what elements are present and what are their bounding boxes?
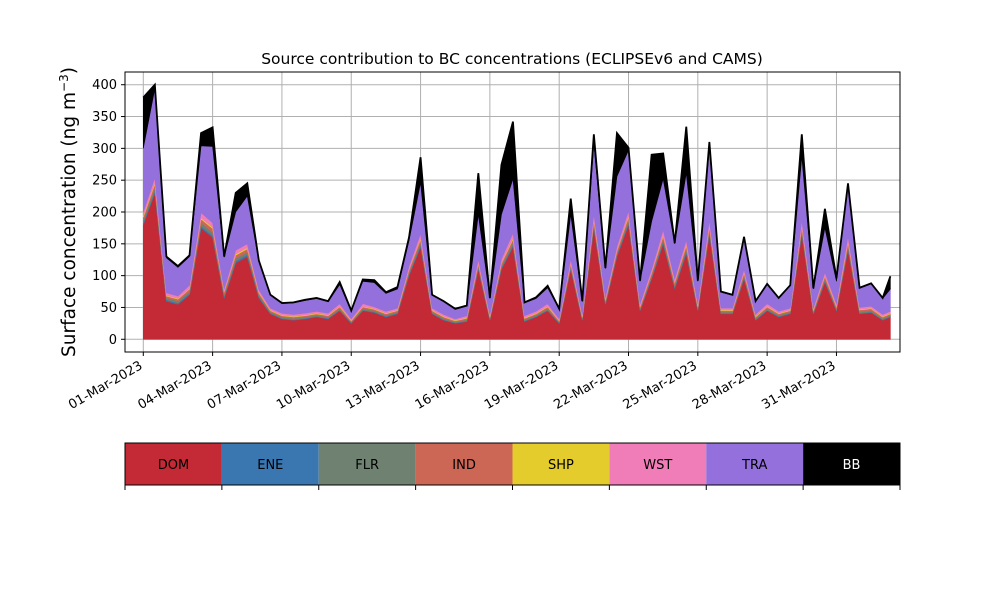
legend-swatch-ene	[221, 443, 319, 485]
y-tick-label: 150	[92, 237, 117, 252]
legend-label-ind: IND	[452, 458, 476, 473]
y-tick-label: 0	[109, 333, 117, 348]
color-legend: DOM ENE FLR IND SHP WST TRA BB	[124, 442, 901, 490]
total-outline	[142, 82, 892, 314]
legend-label-ene: ENE	[257, 458, 283, 473]
x-tick-label: 16-Mar-2023	[413, 358, 492, 412]
x-tick-label: 19-Mar-2023	[482, 358, 561, 412]
x-tick-label: 10-Mar-2023	[274, 358, 353, 412]
x-tick-label: 31-Mar-2023	[759, 358, 838, 412]
legend-swatch-wst	[609, 443, 707, 485]
x-tick-label: 22-Mar-2023	[551, 358, 630, 412]
legend-label-wst: WST	[643, 458, 672, 473]
y-tick-label: 300	[92, 142, 117, 157]
y-tick-label: 400	[92, 78, 117, 93]
y-tick-label: 200	[92, 206, 117, 221]
axis-ticks: 0 50 100 150 200 250 300 350 400 01-Mar-202304-Ma…	[66, 78, 838, 413]
legend-swatch-bb	[803, 443, 900, 485]
legend-label-bb: BB	[843, 458, 861, 473]
legend-label-shp: SHP	[548, 458, 574, 473]
x-tick-label: 28-Mar-2023	[690, 358, 769, 412]
legend-label-dom: DOM	[158, 458, 189, 473]
y-tick-label: 350	[92, 110, 117, 125]
legend-label-tra: TRA	[741, 458, 767, 473]
y-axis-label: Surface concentration (ng m−3)	[57, 67, 80, 357]
legend-label-flr: FLR	[355, 458, 379, 473]
legend-swatch-shp	[512, 443, 610, 485]
x-tick-label: 25-Mar-2023	[621, 358, 700, 412]
chart-title: Source contribution to BC concentrations…	[261, 50, 763, 68]
x-tick-label: 07-Mar-2023	[205, 358, 284, 412]
legend-swatch-ind	[415, 443, 513, 485]
x-tick-label: 13-Mar-2023	[343, 358, 422, 412]
legend-swatch-flr	[318, 443, 416, 485]
legend-swatch-tra	[706, 443, 804, 485]
y-tick-label: 100	[92, 269, 117, 284]
stacked-areas	[142, 82, 892, 340]
legend-swatch-dom	[125, 443, 222, 485]
x-tick-label: 04-Mar-2023	[135, 358, 214, 412]
y-tick-label: 50	[100, 301, 117, 316]
y-tick-label: 250	[92, 174, 117, 189]
y-axis-label-superscript: −3	[57, 74, 71, 92]
x-tick-label: 01-Mar-2023	[66, 358, 145, 412]
